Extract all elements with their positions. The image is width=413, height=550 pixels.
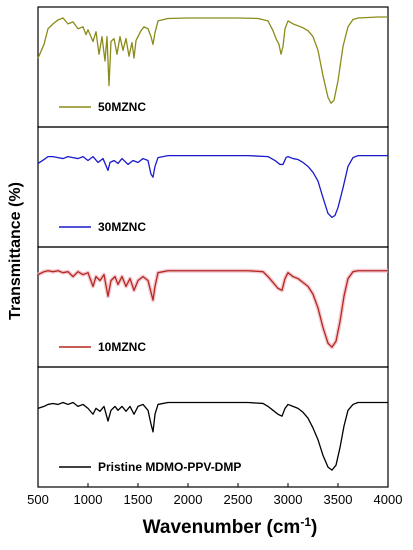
x-tick-label-3000: 3000: [274, 492, 303, 507]
panel-frame: [37, 246, 389, 368]
panel-frame: [37, 366, 389, 488]
x-axis-title-superscript: -1: [300, 515, 311, 529]
panel-2: 30MZNC: [37, 126, 389, 248]
series-line-4: [37, 401, 388, 471]
panel-4: Pristine MDMO-PPV-DMP: [37, 366, 389, 488]
x-tick-label-3500: 3500: [324, 492, 353, 507]
series-line-2: [37, 154, 388, 219]
x-tick-label-500: 500: [27, 492, 49, 507]
x-axis: 500 1000 1500 2000 2500 3000 3500 4000: [27, 483, 402, 507]
panel-frame: [37, 126, 389, 248]
x-tick-label-2000: 2000: [174, 492, 203, 507]
legend-label-1: 50MZNC: [98, 100, 146, 114]
series-halo-3: [37, 268, 388, 350]
series-line-3: [37, 270, 388, 348]
panels-layer: 50MZNC 30MZNC 10MZNC Pristine MDMO-PPV-DMP: [37, 6, 389, 488]
x-tick-label-1000: 1000: [74, 492, 103, 507]
x-tick-label-1500: 1500: [124, 492, 153, 507]
legend-label-2: 30MZNC: [98, 220, 146, 234]
x-tick-label-2500: 2500: [224, 492, 253, 507]
y-axis-title: Transmittance (%): [7, 182, 24, 320]
series-line-1: [37, 16, 388, 104]
panel-1: 50MZNC: [37, 6, 389, 128]
panel-frame: [37, 6, 389, 128]
legend-label-3: 10MZNC: [98, 340, 146, 354]
x-axis-title: Wavenumber (cm-1): [143, 515, 318, 538]
panel-3: 10MZNC: [37, 246, 389, 368]
x-tick-label-4000: 4000: [374, 492, 403, 507]
legend-label-4: Pristine MDMO-PPV-DMP: [98, 460, 241, 474]
